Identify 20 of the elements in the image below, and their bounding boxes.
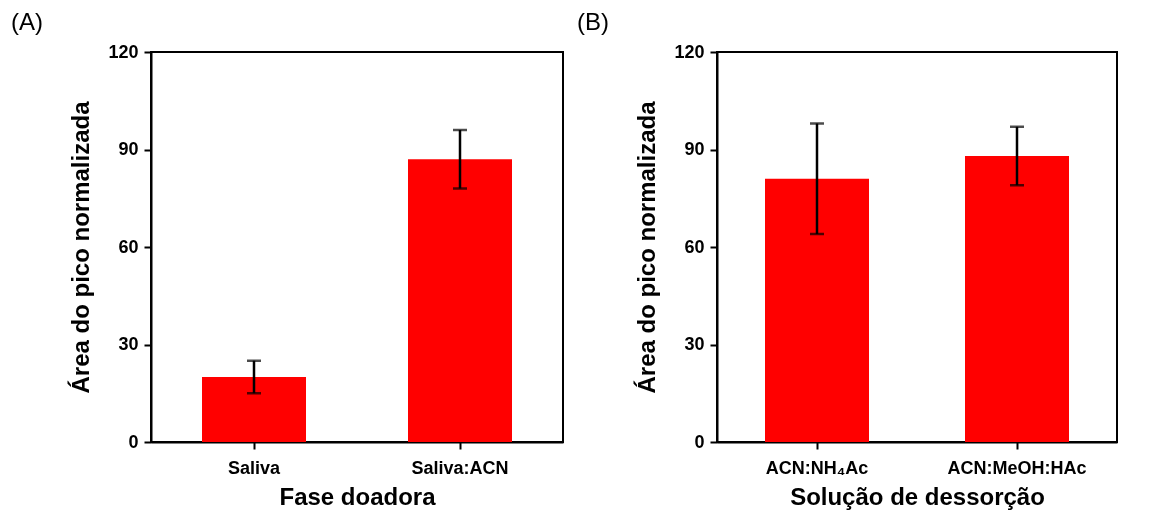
- x-tick-label: Saliva:ACN: [411, 457, 509, 478]
- y-tick-label: 90: [118, 139, 139, 159]
- x-axis-title: Fase doadora: [279, 482, 437, 510]
- x-tick-label: ACN:MeOH:HAc: [947, 457, 1087, 478]
- y-tick-label: 120: [108, 41, 139, 62]
- y-tick-label: 120: [674, 41, 705, 62]
- x-tick-label: Saliva: [227, 457, 282, 478]
- y-tick-label: 30: [118, 334, 139, 354]
- y-tick-label: 60: [118, 236, 139, 257]
- x-axis-title: Solução de dessorção: [790, 482, 1045, 510]
- y-axis-title: Área do pico normalizada: [67, 100, 95, 394]
- chart-title: (B): [577, 8, 609, 35]
- chart-title: (A): [11, 8, 43, 35]
- y-axis-title: Área do pico normalizada: [633, 100, 661, 394]
- y-tick-label: 0: [694, 431, 705, 452]
- y-tick-label: 30: [684, 334, 705, 354]
- y-tick-label: 60: [684, 236, 705, 257]
- x-tick-label: ACN:NH₄Ac: [765, 457, 869, 478]
- y-tick-label: 0: [128, 431, 139, 452]
- y-tick-label: 90: [684, 139, 705, 159]
